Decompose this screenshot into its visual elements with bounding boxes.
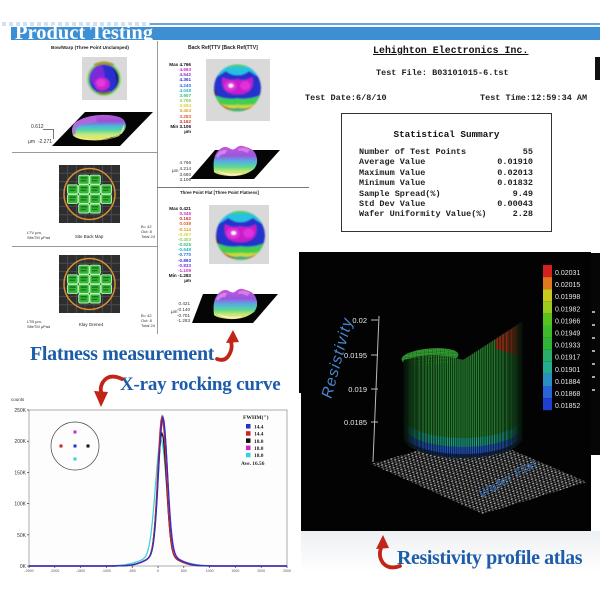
- svg-text:50K: 50K: [17, 533, 27, 539]
- svg-text:14.4: 14.4: [254, 424, 264, 430]
- svg-text:0.01949: 0.01949: [555, 331, 580, 338]
- svg-text:0K: 0K: [20, 564, 27, 570]
- svg-text:2500: 2500: [283, 569, 291, 573]
- svg-text:14.4: 14.4: [254, 432, 264, 438]
- svg-text:0.02031: 0.02031: [555, 270, 580, 277]
- svg-text:0.0185: 0.0185: [344, 418, 367, 427]
- svg-text:-1500: -1500: [76, 569, 85, 573]
- svg-text:-1000: -1000: [102, 569, 111, 573]
- svg-text:1000: 1000: [206, 569, 214, 573]
- svg-text:-2000: -2000: [50, 569, 59, 573]
- svg-text:200K: 200K: [14, 439, 26, 445]
- svg-text:18.0: 18.0: [254, 446, 264, 452]
- svg-text:1500: 1500: [231, 569, 239, 573]
- svg-text:18.0: 18.0: [254, 439, 264, 445]
- svg-text:0.01933: 0.01933: [555, 343, 580, 350]
- svg-text:FWHM("): FWHM("): [243, 414, 269, 421]
- svg-text:250K: 250K: [14, 408, 26, 414]
- svg-text:100K: 100K: [14, 502, 26, 508]
- svg-text:0.02015: 0.02015: [555, 282, 580, 289]
- svg-text:0.01868: 0.01868: [555, 391, 580, 398]
- svg-text:0.01917: 0.01917: [555, 355, 580, 362]
- svg-text:0.01966: 0.01966: [555, 318, 580, 325]
- svg-text:500: 500: [181, 569, 187, 573]
- svg-text:0.01982: 0.01982: [555, 306, 580, 313]
- svg-text:18.0: 18.0: [254, 453, 264, 459]
- svg-text:0.02: 0.02: [352, 316, 367, 325]
- svg-text:0.01884: 0.01884: [555, 379, 580, 386]
- svg-text:0.01998: 0.01998: [555, 294, 580, 301]
- svg-text:0: 0: [157, 569, 159, 573]
- svg-text:counts: counts: [11, 397, 25, 402]
- svg-text:-2500: -2500: [24, 569, 33, 573]
- svg-text:Ave. 16.56: Ave. 16.56: [241, 461, 265, 467]
- svg-text:0.019: 0.019: [348, 385, 367, 394]
- svg-text:0.01901: 0.01901: [555, 367, 580, 374]
- svg-text:0.0195: 0.0195: [344, 351, 367, 360]
- svg-text:150K: 150K: [14, 470, 26, 476]
- svg-text:2000: 2000: [257, 569, 265, 573]
- svg-text:0.01852: 0.01852: [555, 403, 580, 410]
- svg-text:-500: -500: [129, 569, 136, 573]
